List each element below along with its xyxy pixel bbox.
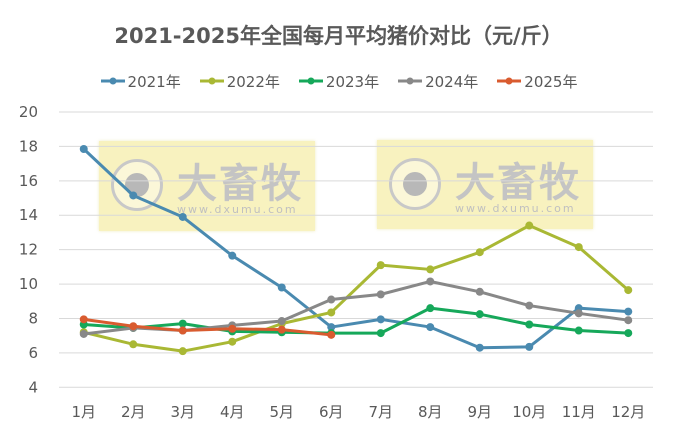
x-tick-label: 4月 <box>220 403 245 421</box>
series-2021年 <box>79 144 633 352</box>
data-point-marker <box>277 325 286 334</box>
chart-legend: 2021年 2022年 2023年 2024年 2025年 <box>0 70 677 92</box>
data-point-marker <box>79 329 88 338</box>
y-tick-label: 20 <box>19 103 38 121</box>
x-tick-label: 12月 <box>611 403 645 421</box>
series-line <box>82 147 629 350</box>
y-tick-label: 18 <box>19 137 38 155</box>
watermark-url: www.dxumu.com <box>177 203 298 216</box>
data-point-marker <box>475 310 484 319</box>
legend-item: 2022年 <box>199 70 280 92</box>
data-point-marker <box>525 320 534 329</box>
data-point-marker <box>475 248 484 257</box>
data-point-marker <box>376 329 385 338</box>
y-tick-label: 8 <box>28 309 38 327</box>
series-line <box>83 306 629 335</box>
data-point-marker <box>129 340 138 349</box>
legend-label: 2023年 <box>325 72 380 91</box>
data-point-marker <box>327 323 336 332</box>
data-point-marker <box>426 304 435 313</box>
data-point-marker <box>574 309 583 318</box>
data-point-marker <box>277 317 286 326</box>
legend-line-marker-icon <box>100 77 125 85</box>
data-point-marker <box>426 265 435 274</box>
data-point-marker <box>624 329 633 338</box>
series-2025年 <box>79 315 336 339</box>
watermark-brand: 大畜牧 <box>177 161 303 207</box>
data-point-marker <box>475 343 484 352</box>
data-point-marker <box>129 191 138 200</box>
watermark-logo-icon <box>111 159 163 211</box>
legend-label: 2022年 <box>226 72 280 91</box>
data-point-marker <box>525 342 534 351</box>
legend-item: 2021年 <box>100 70 181 92</box>
watermark-url: www.dxumu.com <box>455 202 576 215</box>
x-tick-label: 2月 <box>121 403 146 421</box>
legend-item: 2024年 <box>397 70 478 92</box>
legend-line-marker-icon <box>298 77 323 85</box>
data-point-marker <box>178 319 187 328</box>
y-tick-label: 16 <box>19 172 38 190</box>
x-tick-label: 7月 <box>368 403 393 421</box>
data-point-marker <box>525 301 534 310</box>
data-point-marker <box>277 283 286 292</box>
data-point-marker <box>228 324 237 333</box>
y-tick-label: 4 <box>28 378 38 396</box>
data-point-marker <box>574 243 583 252</box>
data-point-marker <box>475 287 484 296</box>
x-tick-label: 5月 <box>269 403 294 421</box>
x-tick-label: 9月 <box>467 403 492 421</box>
data-point-marker <box>376 290 385 299</box>
data-point-marker <box>426 323 435 332</box>
data-point-marker <box>624 316 633 325</box>
x-tick-label: 3月 <box>170 403 195 421</box>
watermark-logo-icon <box>389 158 441 210</box>
x-tick-label: 10月 <box>512 403 546 421</box>
data-point-marker <box>228 251 237 260</box>
data-point-marker <box>178 212 187 221</box>
watermark-left: 大畜牧 www.dxumu.com <box>99 141 315 231</box>
y-tick-label: 10 <box>19 275 38 293</box>
data-point-marker <box>79 144 88 153</box>
legend-item: 2023年 <box>298 70 379 92</box>
legend-line-marker-icon <box>199 77 224 85</box>
watermark-brand: 大畜牧 <box>455 160 581 206</box>
legend-item: 2025年 <box>496 70 577 92</box>
data-point-marker <box>228 337 237 346</box>
data-point-marker <box>327 308 336 317</box>
series-2022年 <box>79 221 633 356</box>
data-point-marker <box>426 277 435 286</box>
data-point-marker <box>624 286 633 295</box>
x-tick-label: 11月 <box>562 403 596 421</box>
legend-label: 2021年 <box>127 72 181 91</box>
series-line <box>83 317 332 337</box>
data-point-marker <box>624 307 633 316</box>
data-point-marker <box>574 326 583 335</box>
y-tick-label: 14 <box>19 206 38 224</box>
data-point-marker <box>178 326 187 335</box>
y-tick-label: 6 <box>28 344 38 362</box>
chart-title: 2021-2025年全国每月平均猪价对比（元/斤） <box>114 24 563 48</box>
data-point-marker <box>525 221 534 230</box>
data-point-marker <box>129 322 138 331</box>
data-point-marker <box>376 261 385 270</box>
x-tick-label: 1月 <box>71 403 96 421</box>
data-point-marker <box>79 315 88 324</box>
x-tick-label: 6月 <box>319 403 344 421</box>
watermark-right: 大畜牧 www.dxumu.com <box>377 140 593 229</box>
legend-label: 2025年 <box>524 72 578 91</box>
data-point-marker <box>327 295 336 304</box>
data-point-marker <box>327 330 336 339</box>
data-point-marker <box>376 315 385 324</box>
legend-line-marker-icon <box>398 77 423 85</box>
x-tick-label: 8月 <box>418 403 443 421</box>
legend-label: 2024年 <box>425 72 479 91</box>
legend-line-marker-icon <box>497 77 522 85</box>
series-line <box>83 224 630 353</box>
data-point-marker <box>178 347 187 356</box>
y-tick-label: 12 <box>19 241 38 259</box>
